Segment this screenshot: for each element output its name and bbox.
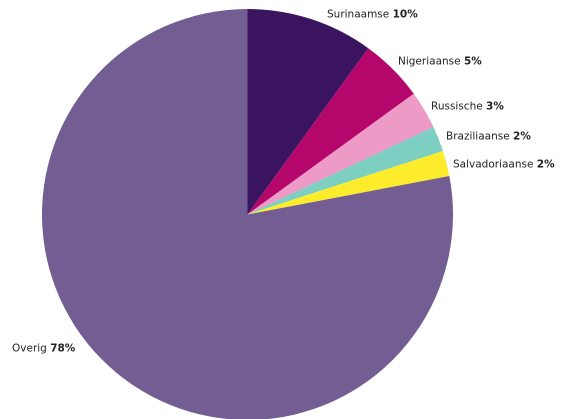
pie-slice-overig bbox=[42, 9, 453, 419]
slice-label-name: Braziliaanse bbox=[446, 131, 513, 143]
slice-label-value: 78% bbox=[50, 343, 76, 355]
pie-slice-salvadoriaanse bbox=[247, 151, 450, 215]
pie-slice-braziliaanse bbox=[247, 127, 443, 215]
slice-label-overig: Overig 78% bbox=[12, 343, 76, 355]
pie-slices bbox=[42, 9, 453, 419]
slice-label-name: Surinaamse bbox=[327, 9, 393, 21]
slice-label-name: Nigeriaanse bbox=[398, 56, 464, 68]
slice-label-name: Overig bbox=[12, 343, 50, 355]
slice-label-value: 3% bbox=[486, 101, 504, 113]
slice-label-value: 10% bbox=[393, 9, 419, 21]
pie-slice-russische bbox=[247, 93, 434, 215]
slice-label-russische: Russische 3% bbox=[431, 101, 504, 113]
pie-slice-nigeriaanse bbox=[247, 48, 414, 215]
pie-slice-surinaamse bbox=[247, 9, 369, 215]
slice-label-value: 2% bbox=[537, 159, 555, 171]
pie-labels: Surinaamse 10% Nigeriaanse 5% Russische 3%… bbox=[12, 9, 555, 355]
slice-label-name: Salvadoriaanse bbox=[453, 159, 537, 171]
slice-label-nigeriaanse: Nigeriaanse 5% bbox=[398, 56, 482, 68]
slice-label-surinaamse: Surinaamse 10% bbox=[327, 9, 418, 21]
slice-label-value: 5% bbox=[464, 56, 482, 68]
slice-label-braziliaanse: Braziliaanse 2% bbox=[446, 131, 531, 143]
slice-label-salvadoriaanse: Salvadoriaanse 2% bbox=[453, 159, 555, 171]
slice-label-value: 2% bbox=[513, 131, 531, 143]
slice-label-name: Russische bbox=[431, 101, 486, 113]
